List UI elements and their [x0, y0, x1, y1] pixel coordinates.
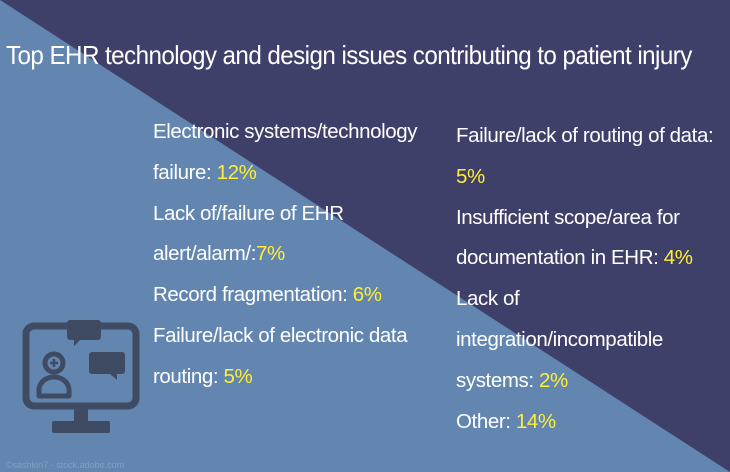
- page-title: Top EHR technology and design issues con…: [6, 40, 692, 70]
- issue-item: Lack of integration/incompatible systems…: [456, 279, 724, 401]
- issue-label: Lack of/failure of EHR alert/alarm/:: [153, 201, 344, 266]
- issue-percentage: 12%: [216, 160, 257, 184]
- issue-label: Lack of integration/incompatible systems…: [456, 287, 663, 392]
- issue-percentage: 4%: [663, 246, 693, 270]
- issue-item: Other: 14%: [456, 402, 724, 443]
- issue-item: Failure/lack of routing of data: 5%: [456, 116, 724, 198]
- issue-percentage: 5%: [456, 164, 485, 188]
- issue-label: Failure/lack of electronic data routing:: [153, 323, 408, 388]
- issue-label: Record fragmentation:: [153, 283, 348, 307]
- issue-item: Electronic systems/technology failure: 1…: [153, 112, 438, 194]
- issue-percentage: 7%: [256, 242, 285, 266]
- issue-percentage: 2%: [538, 368, 568, 392]
- issue-percentage: 14%: [515, 409, 556, 433]
- image-credit: ©sashkin7 - stock.adobe.com: [6, 460, 125, 470]
- issue-item: Insufficient scope/area for documentatio…: [456, 198, 724, 280]
- issue-percentage: 5%: [223, 364, 253, 388]
- issue-percentage: 6%: [352, 283, 382, 307]
- issue-label: Failure/lack of routing of data:: [456, 124, 714, 147]
- right-issue-list: Failure/lack of routing of data: 5% Insu…: [456, 116, 724, 442]
- issue-label: Other:: [456, 409, 511, 433]
- issue-item: Lack of/failure of EHR alert/alarm/:7%: [153, 194, 438, 276]
- left-issue-list: Electronic systems/technology failure: 1…: [153, 112, 438, 398]
- issue-item: Failure/lack of electronic data routing:…: [153, 316, 438, 398]
- issue-label: Electronic systems/technology failure:: [153, 120, 418, 184]
- issue-item: Record fragmentation: 6%: [153, 275, 438, 316]
- issue-label: Insufficient scope/area for documentatio…: [456, 205, 680, 270]
- computer-chat-user-icon: [22, 320, 140, 433]
